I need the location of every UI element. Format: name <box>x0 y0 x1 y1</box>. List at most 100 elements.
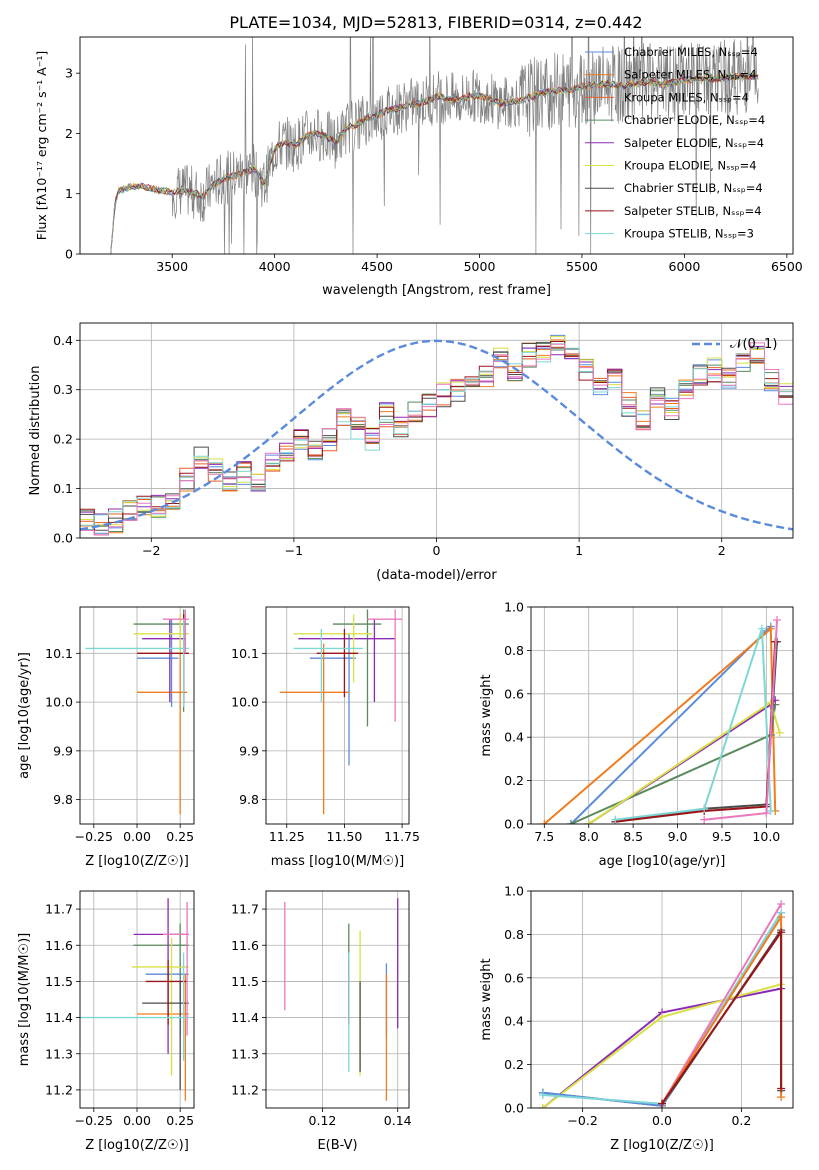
legend-label: Salpeter STELIB, Nₛₛₚ=4 <box>624 204 762 218</box>
x-tick-label: 11.75 <box>384 829 420 844</box>
y-tick-label: 0 <box>65 247 73 262</box>
weight-marker <box>777 928 786 937</box>
mass_weight_vs_Z-ylabel: mass weight <box>479 958 494 1040</box>
y-tick-label: 11.6 <box>45 938 73 953</box>
y-tick-label: 0.2 <box>504 1057 524 1072</box>
weight-series-7 <box>615 628 772 821</box>
x-tick-label: 7.5 <box>534 829 554 844</box>
y-tick-label: 9.8 <box>53 792 73 807</box>
y-tick-label: 0.4 <box>504 1014 524 1029</box>
age_vs_mass-frame <box>265 606 410 825</box>
weight-series-7 <box>661 929 783 1105</box>
spectrum-lines <box>110 37 759 254</box>
y-tick-label: 9.9 <box>239 743 259 758</box>
weight-series-6 <box>661 913 783 1105</box>
x-tick-label: 10.0 <box>752 829 780 844</box>
legend-label: Chabrier MILES, Nₛₛₚ=4 <box>624 45 758 59</box>
mass_weight_vs_Z-frame <box>530 890 794 1109</box>
x-tick-label: 3500 <box>156 259 188 274</box>
mass_vs_ebv-xlabel: E(B-V) <box>317 1138 357 1153</box>
weight-marker <box>611 815 620 824</box>
y-tick-label: 11.4 <box>231 1010 259 1025</box>
age_vs_Z-frame <box>79 606 195 825</box>
y-tick-label: 0.6 <box>504 970 524 985</box>
age_vs_mass-points <box>279 609 403 815</box>
weight-marker <box>775 728 784 737</box>
mass_vs_ebv-points <box>284 898 399 1101</box>
y-tick-label: 11.3 <box>231 1046 259 1061</box>
y-tick-label: 9.8 <box>239 792 259 807</box>
spectrum-axes: 3500 4000 4500 5000 5500 6000 6500 0 1 2 3 <box>65 66 803 274</box>
weight-marker <box>658 1012 666 1021</box>
y-tick-label: 11.4 <box>45 1010 73 1025</box>
x-tick-label: 0.00 <box>123 1113 151 1128</box>
x-tick-label: 0 <box>433 543 441 558</box>
weight-series-5 <box>661 903 782 1105</box>
mass_vs_Z-frame <box>79 890 195 1109</box>
y-tick-label: 0.6 <box>504 686 524 701</box>
legend-label: Chabrier ELODIE, Nₛₛₚ=4 <box>624 113 765 127</box>
y-tick-label: 10.0 <box>231 695 259 710</box>
y-tick-label: 1 <box>65 186 73 201</box>
y-tick-label: 0.4 <box>504 730 524 745</box>
x-tick-label: 9.5 <box>712 829 732 844</box>
y-tick-label: 10.1 <box>45 646 73 661</box>
weight-marker <box>584 820 593 824</box>
age_vs_Z-points <box>85 609 189 815</box>
weight-marker <box>566 820 575 824</box>
histogram-steps <box>80 334 793 536</box>
weight-marker <box>777 900 786 909</box>
legend-label: Kroupa MILES, Nₛₛₚ=4 <box>624 90 749 104</box>
x-tick-label: 6500 <box>771 259 803 274</box>
legend-label: Salpeter ELODIE, Nₛₛₚ=4 <box>624 136 764 150</box>
weight-marker <box>538 1090 547 1099</box>
resid-frame <box>79 322 794 539</box>
weight-marker <box>658 1099 666 1108</box>
mass_vs_Z-points <box>80 898 189 1101</box>
mass_vs_ebv-frame <box>265 890 410 1109</box>
age_vs_Z-xlabel: Z [log10(Z/Z☉)] <box>85 854 189 869</box>
x-tick-label: 8.0 <box>579 829 599 844</box>
mass_weight_vs_age-xlabel: age [log10(age/yr)] <box>599 854 726 869</box>
y-tick-label: 11.3 <box>45 1046 73 1061</box>
age_vs_mass-axes: 11.25 11.50 11.75 9.8 9.9 10.0 10.1 <box>231 607 420 844</box>
y-tick-label: 0.0 <box>504 1101 524 1116</box>
histogram-series-2 <box>80 346 793 525</box>
y-tick-label: 11.2 <box>231 1082 259 1097</box>
legend-label: Kroupa STELIB, Nₛₛₚ=3 <box>624 227 754 241</box>
page-title: PLATE=1034, MJD=52813, FIBERID=0314, z=0… <box>229 13 642 32</box>
weight-marker <box>700 804 709 813</box>
weight-series-1 <box>543 626 777 824</box>
weight-marker <box>540 820 549 824</box>
histogram-series-9 <box>80 342 793 536</box>
spectrum-xlabel: wavelength [Angstrom, rest frame] <box>322 283 551 298</box>
histogram-series-5 <box>80 336 793 526</box>
model-spectrum-8 <box>110 72 759 254</box>
x-tick-label: 0.25 <box>166 1113 194 1128</box>
mass_weight_vs_age-lines <box>540 616 784 824</box>
residuals-axes: −2 −1 0 1 2 0.0 0.1 0.2 0.3 0.4 <box>53 323 793 558</box>
mass_weight_vs_age-ylabel: mass weight <box>479 674 494 756</box>
x-tick-label: 5000 <box>464 259 496 274</box>
histogram-series-8 <box>80 343 793 526</box>
x-tick-label: 11.50 <box>327 829 363 844</box>
y-tick-label: 11.5 <box>45 974 73 989</box>
y-tick-label: 0.1 <box>53 481 73 496</box>
x-tick-label: −0.25 <box>75 829 113 844</box>
weight-marker <box>777 913 786 922</box>
model-spectrum-6 <box>110 72 759 254</box>
legend-label: Kroupa ELODIE, Nₛₛₚ=4 <box>624 159 757 173</box>
legend-label: Chabrier STELIB, Nₛₛₚ=4 <box>624 181 763 195</box>
x-tick-label: 0.00 <box>123 829 151 844</box>
weight-marker <box>700 815 709 824</box>
weight-marker <box>777 1093 786 1102</box>
x-tick-label: −0.2 <box>567 1113 597 1128</box>
legend-label: Salpeter MILES, Nₛₛₚ=4 <box>624 68 757 82</box>
spectrum-legend: Chabrier MILES, Nₛₛₚ=4 Salpeter MILES, Nₛ… <box>585 45 765 241</box>
x-tick-label: 0.12 <box>309 1113 337 1128</box>
x-tick-label: 2 <box>718 543 726 558</box>
weight-marker <box>766 806 775 815</box>
normal-curve <box>80 339 793 531</box>
mass_vs_ebv-axes: 0.12 0.14 11.2 11.3 11.4 11.5 11.6 11.7 <box>231 891 412 1128</box>
